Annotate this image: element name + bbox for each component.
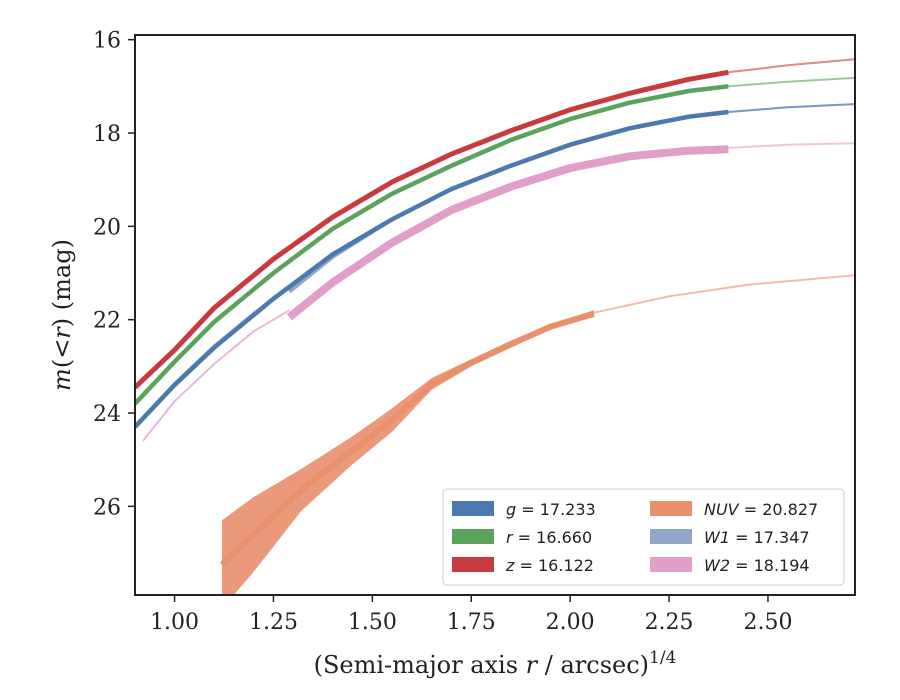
y-tick-label: 16 [93,29,121,54]
plot-frame [134,34,856,596]
x-tick-label: 1.00 [150,610,199,635]
x-tick-label: 2.50 [743,610,792,635]
legend-swatch-w1 [650,529,692,544]
series-r-extension [728,76,855,88]
x-tick-label: 1.75 [447,610,496,635]
y-tick-label: 18 [93,122,121,147]
legend-label-r: r = 16.660 [506,528,592,547]
legend-swatch-r [452,529,494,544]
series-r-line [135,84,729,406]
x-tick-label: 1.50 [348,610,397,635]
legend-swatch-z [452,557,494,572]
legend-label-g: g = 17.233 [506,500,596,519]
series-nuv-extension [593,274,855,314]
series-layer [135,58,855,595]
series-w2-line [286,145,729,321]
ticks-layer: 1.00 1.25 1.50 1.75 2.00 2.25 2.50 16 18 20 22 24 26 [93,29,792,635]
series-z-extension [728,58,855,74]
series-g-extension [728,103,855,113]
legend-swatch-g [452,501,494,516]
y-axis-title: m(<r) (mag) [48,239,76,391]
legend-label-z: z = 16.122 [505,556,594,575]
legend: g = 17.233 r = 16.660 z = 16.122 NUV = 20.8… [442,488,845,586]
x-axis-title: (Semi-major axis r / arcsec)1/4 [314,648,677,679]
series-z-line [135,69,729,390]
y-tick-label: 26 [93,495,121,520]
legend-label-nuv: NUV = 20.827 [704,500,818,519]
series-w2-inner-extension [142,309,290,442]
series-g-line [135,109,729,429]
x-tick-label: 2.00 [546,610,595,635]
y-tick-label: 24 [93,402,121,427]
legend-swatch-nuv [650,501,692,516]
y-tick-label: 22 [93,309,121,334]
x-tick-label: 2.25 [645,610,694,635]
y-tick-label: 20 [93,215,121,240]
legend-label-w2: W2 = 18.194 [704,556,810,575]
x-tick-label: 1.25 [249,610,298,635]
series-nuv-line [219,310,595,567]
legend-label-w1: W1 = 17.347 [704,528,810,547]
legend-swatch-w2 [650,557,692,572]
legend-frame [442,488,845,586]
series-w2-extension [728,142,855,149]
